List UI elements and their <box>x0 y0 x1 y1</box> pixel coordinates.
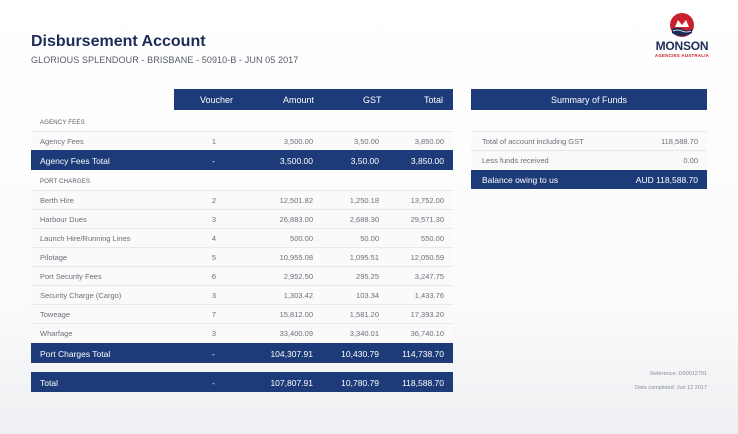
port-total-voucher: - <box>212 349 215 359</box>
row-voucher: 3 <box>211 329 217 338</box>
section-label-port: PORT CHARGES <box>40 179 91 185</box>
table-row: Port Security Fees 6 2,952.50 295.25 3,2… <box>31 266 453 285</box>
row-total: 17,393.20 <box>410 310 444 319</box>
reference-number: Reference: D00012791 <box>650 371 707 377</box>
row-amount: 33,400.09 <box>279 329 313 338</box>
agency-total-voucher: - <box>212 156 215 166</box>
row-gst: 2,688.30 <box>349 215 379 224</box>
port-total-label: Port Charges Total <box>40 349 111 359</box>
row-gst: 295.25 <box>356 272 379 281</box>
section-label-agency: AGENCY FEES <box>40 120 85 126</box>
summary-title: Summary of Funds <box>550 95 628 105</box>
row-amount: 3,500.00 <box>283 137 313 146</box>
row-gst: 3,340.01 <box>349 329 379 338</box>
row-voucher: 3 <box>211 215 217 224</box>
table-row: Agency Fees 1 3,500.00 3,50.00 3,850.00 <box>31 131 453 150</box>
grand-total-amount: 107,807.91 <box>270 378 313 388</box>
row-voucher: 4 <box>211 234 217 243</box>
row-voucher: 7 <box>211 310 217 319</box>
row-total: 1,433.76 <box>414 291 444 300</box>
row-voucher: 2 <box>211 196 217 205</box>
balance-owing-label: Balance owing to us <box>482 175 559 185</box>
row-amount: 26,883.00 <box>279 215 313 224</box>
row-description: Pilotage <box>40 253 68 262</box>
row-total: 13,752.00 <box>410 196 444 205</box>
row-description: Launch Hire/Running Lines <box>40 234 131 243</box>
summary-row-label: Less funds received <box>482 156 549 165</box>
row-total: 550.00 <box>421 234 444 243</box>
grand-total-row: Total - 107,807.91 10,780.79 118,588.70 <box>31 372 453 392</box>
row-amount: 12,501.82 <box>279 196 313 205</box>
col-header-amount: Amount <box>283 95 315 105</box>
page-subtitle: GLORIOUS SPLENDOUR - BRISBANE - 50910-B … <box>31 55 299 65</box>
row-description: Harbour Dues <box>40 215 87 224</box>
logo-brand-name: MONSON <box>655 39 709 53</box>
row-voucher: 6 <box>211 272 217 281</box>
table-row: Launch Hire/Running Lines 4 500.00 50.00… <box>31 228 453 247</box>
row-description: Wharfage <box>40 329 73 338</box>
summary-row-label: Total of account including GST <box>482 137 584 146</box>
row-total: 12,050.59 <box>410 253 444 262</box>
date-completed: Date completed: Jun 12 2017 <box>635 385 707 391</box>
summary-row-value: 118,588.70 <box>661 137 698 146</box>
row-voucher: 5 <box>211 253 217 262</box>
row-gst: 1,250.18 <box>349 196 379 205</box>
port-total-total: 114,738.70 <box>402 349 444 359</box>
row-total: 3,247.75 <box>414 272 444 281</box>
col-header-gst: GST <box>363 95 382 105</box>
row-total: 3,850.00 <box>414 137 444 146</box>
row-description: Agency Fees <box>40 137 84 146</box>
port-total-row: Port Charges Total - 104,307.91 10,430.7… <box>31 343 453 363</box>
logo-brand-sub: AGENCIES AUSTRALIA <box>654 53 710 58</box>
row-description: Security Charge (Cargo) <box>40 291 122 300</box>
row-amount: 15,812.00 <box>279 310 313 319</box>
page-title: Disbursement Account <box>31 33 206 50</box>
table-row: Harbour Dues 3 26,883.00 2,688.30 29,571… <box>31 209 453 228</box>
summary-row-value: 0.00 <box>683 156 698 165</box>
row-gst: 1,095.51 <box>349 253 379 262</box>
row-voucher: 3 <box>211 291 217 300</box>
agency-total-total: 3,850.00 <box>410 156 444 166</box>
grand-total-gst: 10,780.79 <box>341 378 379 388</box>
summary-row: Less funds received 0.00 <box>471 150 707 169</box>
row-gst: 103.34 <box>356 291 379 300</box>
row-voucher: 1 <box>211 137 217 146</box>
row-amount: 1,303.42 <box>283 291 313 300</box>
row-description: Berth Hire <box>40 196 74 205</box>
agency-total-row: Agency Fees Total - 3,500.00 3,50.00 3,8… <box>31 150 453 170</box>
row-gst: 50.00 <box>360 234 379 243</box>
logo-emblem-icon <box>670 13 694 37</box>
row-gst: 1,581.20 <box>349 310 379 319</box>
grand-total-total: 118,588.70 <box>402 378 444 388</box>
summary-header: Summary of Funds <box>471 89 707 110</box>
table-row: Wharfage 3 33,400.09 3,340.01 36,740.10 <box>31 323 453 342</box>
row-description: Port Security Fees <box>40 272 102 281</box>
company-logo: MONSON AGENCIES AUSTRALIA <box>652 12 712 58</box>
row-total: 36,740.10 <box>410 329 444 338</box>
row-amount: 10,955.08 <box>279 253 313 262</box>
col-header-voucher: Voucher <box>200 95 234 105</box>
agency-total-gst: 3,50.00 <box>350 156 379 166</box>
table-row: Security Charge (Cargo) 3 1,303.42 103.3… <box>31 285 453 304</box>
table-row: Pilotage 5 10,955.08 1,095.51 12,050.59 <box>31 247 453 266</box>
row-total: 29,571.30 <box>410 215 444 224</box>
table-row: Berth Hire 2 12,501.82 1,250.18 13,752.0… <box>31 190 453 209</box>
agency-total-label: Agency Fees Total <box>40 156 110 166</box>
port-total-amount: 104,307.91 <box>270 349 313 359</box>
col-header-total: Total <box>424 95 444 105</box>
grand-total-label: Total <box>40 378 58 388</box>
summary-row: Total of account including GST 118,588.7… <box>471 131 707 150</box>
row-description: Toweage <box>40 310 71 319</box>
row-amount: 2,952.50 <box>283 272 313 281</box>
row-amount: 500.00 <box>290 234 313 243</box>
row-gst: 3,50.00 <box>353 137 379 146</box>
grand-total-voucher: - <box>212 378 215 388</box>
port-total-gst: 10,430.79 <box>341 349 379 359</box>
table-header: Voucher Amount GST Total <box>174 89 453 110</box>
balance-owing-row: Balance owing to us AUD 118,588.70 <box>471 170 707 189</box>
table-row: Toweage 7 15,812.00 1,581.20 17,393.20 <box>31 304 453 323</box>
agency-total-amount: 3,500.00 <box>279 156 313 166</box>
balance-owing-value: AUD 118,588.70 <box>635 175 698 185</box>
